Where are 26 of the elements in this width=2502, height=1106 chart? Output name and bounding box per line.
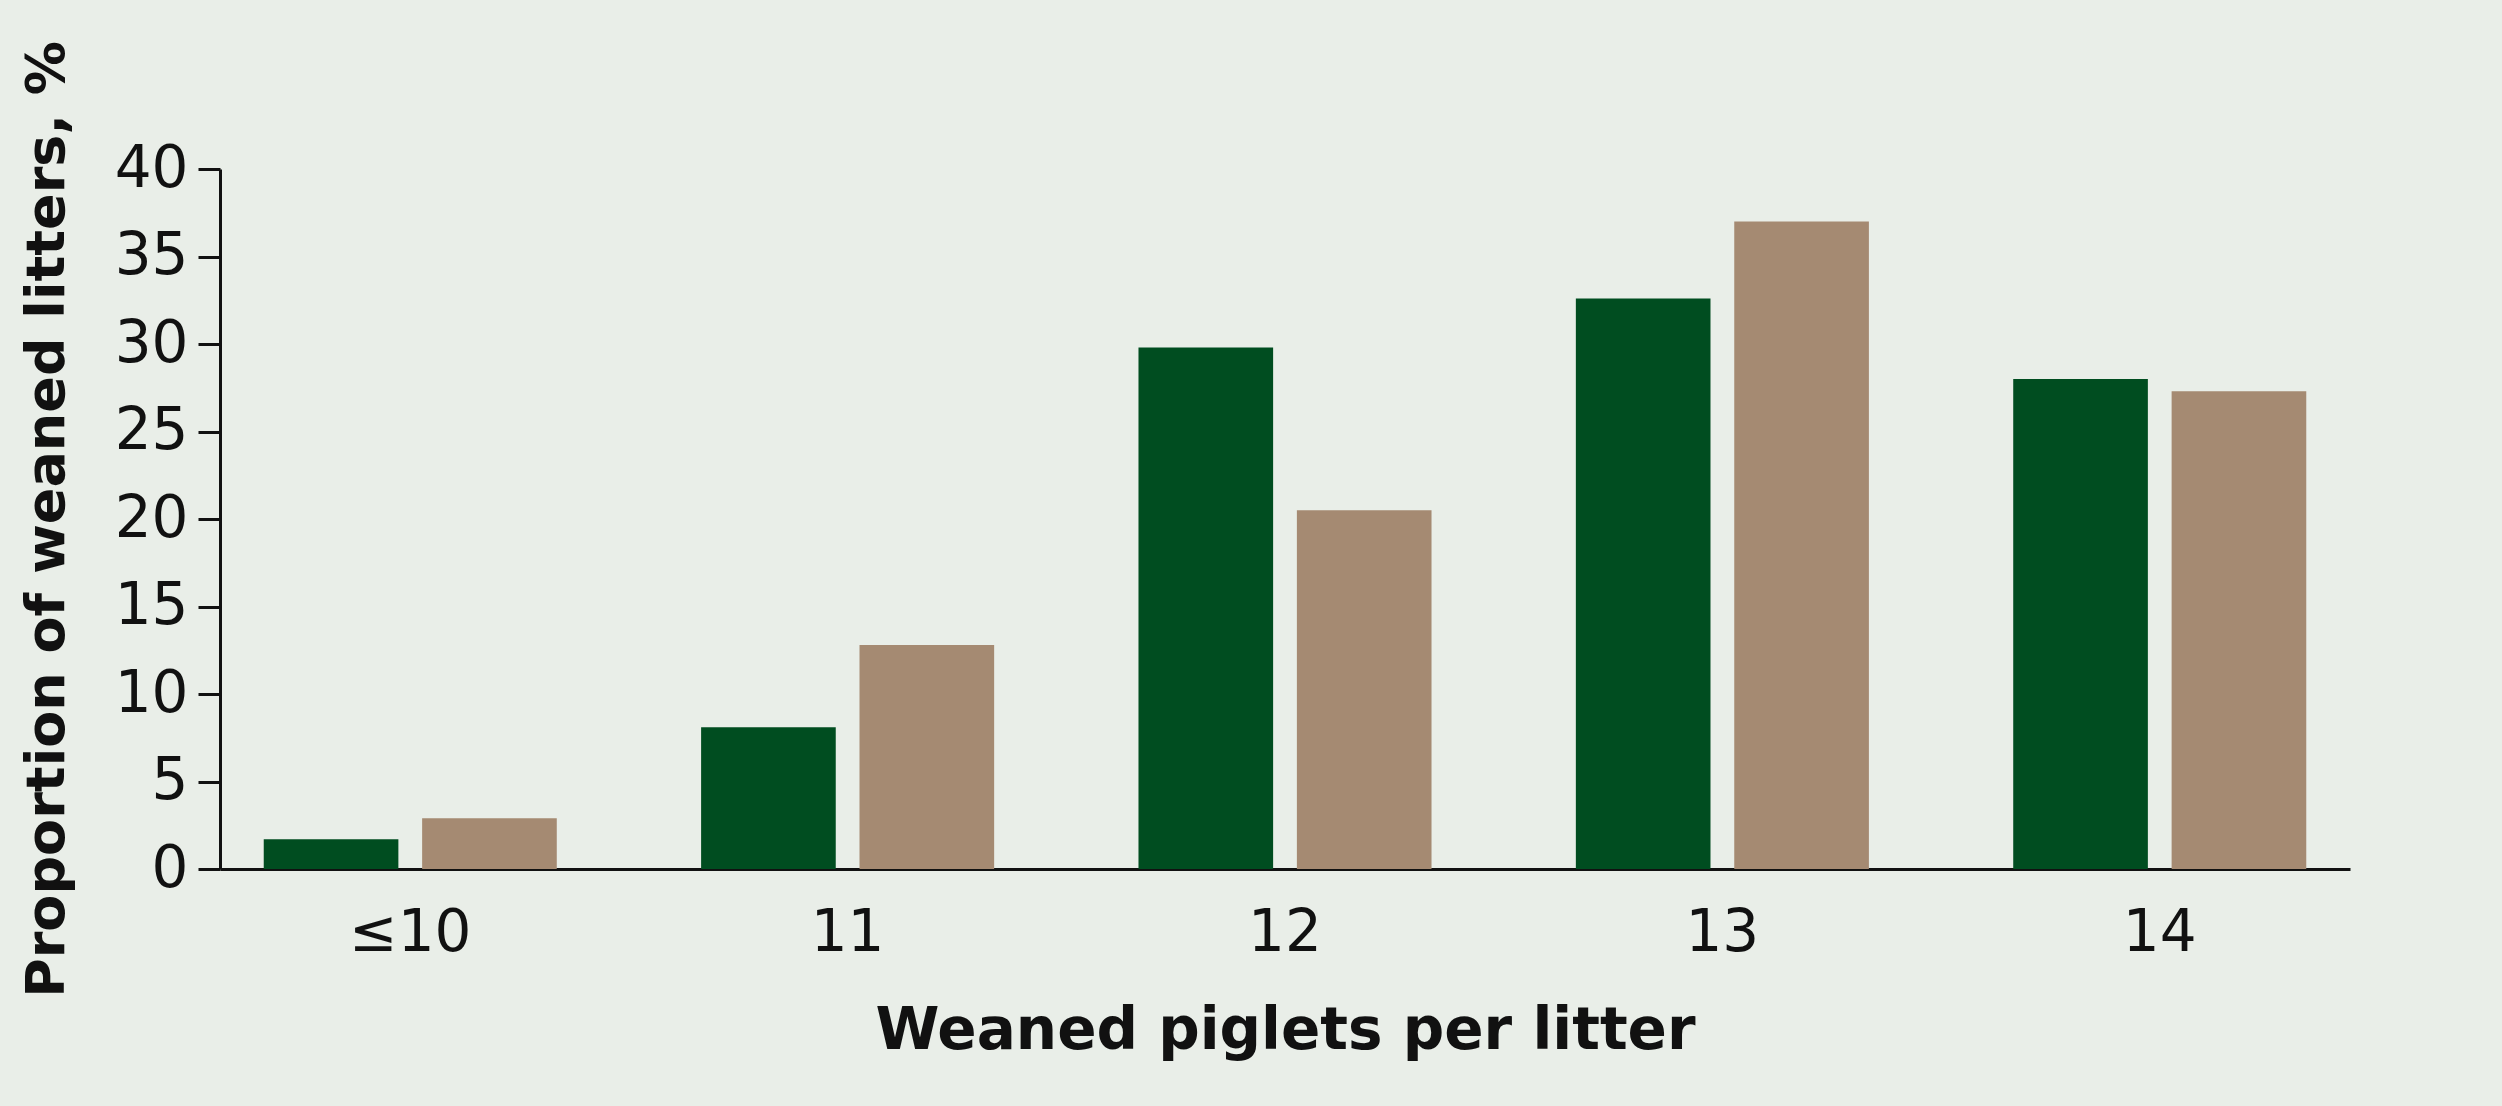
y-tick-label: 5	[151, 745, 189, 813]
y-tick-label: 20	[114, 482, 189, 551]
x-tick-label: ≤10	[349, 896, 472, 965]
y-axis-title: Proportion of weaned litters, %	[13, 41, 77, 998]
bar	[2171, 391, 2307, 869]
bar	[263, 839, 399, 869]
bar	[1138, 347, 1274, 869]
bar	[422, 818, 557, 869]
y-tick-label: 15	[114, 570, 189, 638]
bar	[2013, 379, 2148, 869]
y-tick-label: 35	[114, 220, 189, 288]
bar	[1575, 298, 1711, 869]
x-tick-label: 14	[2122, 896, 2197, 965]
y-tick-label: 40	[114, 132, 189, 201]
bar	[859, 645, 995, 869]
bar	[701, 727, 836, 869]
x-tick-label: 13	[1685, 896, 1760, 965]
bar	[1296, 510, 1432, 869]
y-tick-label: 25	[114, 395, 189, 463]
x-tick-label: 11	[810, 896, 885, 965]
y-tick-label: 30	[114, 307, 189, 376]
x-tick-label: 12	[1248, 896, 1322, 965]
x-axis-title: Weaned piglets per litter	[875, 994, 1696, 1063]
y-tick-label: 0	[151, 832, 189, 901]
bar	[1734, 221, 1869, 869]
y-tick-label: 10	[114, 657, 189, 726]
